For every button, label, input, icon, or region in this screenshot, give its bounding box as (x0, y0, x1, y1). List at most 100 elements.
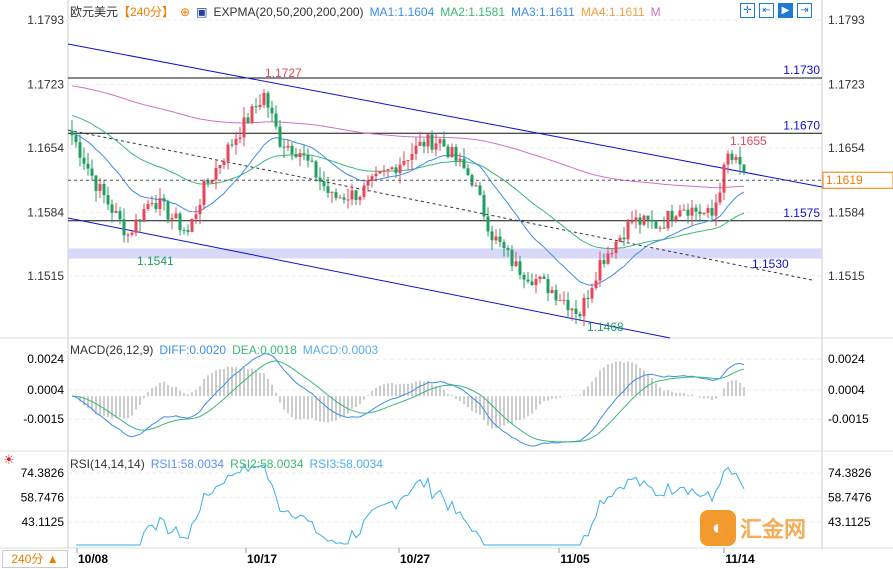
candle-body (374, 173, 378, 177)
level-label: 1.1575 (783, 206, 820, 220)
period-label[interactable]: 【240分】 (118, 5, 175, 19)
price-tick: 1.1723 (27, 77, 64, 91)
rsi-name: RSI(14,14,14) (70, 457, 145, 471)
candle-body (458, 158, 462, 161)
price-tick: 1.1515 (27, 269, 64, 283)
crosshair-icon[interactable]: ✛ (740, 3, 755, 18)
candle-body (174, 213, 178, 219)
candle-body (70, 130, 74, 136)
candle-body (382, 170, 386, 172)
candle-body (306, 154, 310, 161)
candle-body (586, 297, 590, 299)
candle-body (442, 139, 446, 147)
candle-body (238, 137, 242, 139)
candle-body (214, 168, 218, 180)
candle-body (126, 234, 130, 236)
candle-body (426, 134, 430, 147)
candle-body (202, 180, 206, 206)
candle-body (618, 237, 622, 242)
candle-body (350, 190, 354, 200)
candle-body (410, 153, 414, 161)
candle-body (130, 232, 134, 235)
candle-body (590, 288, 594, 299)
rsi-tick-right: 43.1125 (828, 515, 871, 529)
candle-body (662, 227, 666, 229)
candle-body (562, 299, 566, 301)
candle-body (502, 242, 506, 249)
logo-icon: ◐ (700, 510, 736, 546)
candle-body (82, 157, 86, 164)
settings-sun-icon[interactable]: ☀ (3, 452, 15, 467)
macd-tick-right: -0.0015 (828, 412, 869, 426)
candle-body (198, 205, 202, 215)
candle-body (498, 236, 502, 243)
candle-body (454, 147, 458, 161)
candle-body (190, 218, 194, 232)
x-tick-label: 10/17 (247, 552, 277, 566)
chart-type-icon[interactable]: ▣ (196, 5, 208, 19)
upper-trend-line (67, 43, 823, 188)
candle-body (90, 168, 94, 176)
rsi-line (76, 464, 745, 546)
candle-body (166, 201, 170, 220)
candle-body (678, 210, 682, 217)
current-price-label: 1.1619 (826, 173, 863, 187)
candle-body (366, 180, 370, 186)
candle-body (290, 145, 294, 155)
candle-body (262, 92, 266, 105)
zoom-range-icon[interactable]: ⇤ (759, 3, 774, 18)
macd-tick: 0.0004 (27, 383, 64, 397)
indicator-label[interactable]: EXPMA(20,50,200,200,200) (213, 5, 364, 19)
axis-icon[interactable]: ▶ (778, 3, 793, 18)
ma1-label: MA1:1.1604 (369, 5, 435, 19)
candle-body (738, 156, 742, 165)
candle-body (466, 168, 470, 175)
candle-body (482, 194, 486, 217)
candle-body (690, 207, 694, 216)
candle-body (646, 215, 650, 220)
ma3-line (71, 85, 745, 189)
rsi2: RSI2:58.0034 (230, 457, 304, 471)
dashed-trend-line (67, 129, 813, 281)
candle-body (418, 141, 422, 146)
candle-body (266, 92, 270, 108)
macd-dea: DEA:0.0018 (232, 343, 297, 357)
macd-dea-line (71, 360, 745, 443)
candle-body (302, 153, 306, 155)
candle-body (486, 216, 490, 232)
candle-body (614, 241, 618, 254)
scroll-end-icon[interactable]: ⇥ (797, 3, 812, 18)
candle-body (570, 308, 574, 311)
candle-body (102, 183, 106, 196)
candle-body (558, 300, 562, 302)
candle-body (362, 185, 366, 197)
candle-body (538, 276, 542, 279)
add-icon[interactable]: ⊕ (180, 5, 191, 19)
candle-body (342, 197, 346, 200)
ma2-label: MA2:1.1581 (440, 5, 505, 19)
level-label: 1.1730 (783, 63, 820, 77)
candle-body (226, 144, 230, 162)
candle-body (398, 164, 402, 173)
candle-body (138, 219, 142, 222)
candle-body (526, 279, 530, 282)
candle-body (698, 211, 702, 215)
candle-body (86, 163, 90, 169)
candle-body (514, 261, 518, 266)
candle-body (122, 219, 126, 236)
macd-diff-line (71, 353, 745, 447)
candle-body (270, 107, 274, 114)
rsi-tick: 58.7476 (21, 491, 65, 505)
price-tick: 1.1654 (27, 141, 64, 155)
macd-tick: 0.0024 (27, 352, 64, 366)
ma1-line (71, 132, 745, 286)
candle-body (666, 210, 670, 229)
price-tick: 1.1793 (27, 13, 64, 27)
candle-body (474, 185, 478, 187)
candle-body (154, 203, 158, 210)
timeframe-button[interactable]: 240分 ▲ (2, 550, 68, 568)
candle-body (642, 215, 646, 225)
candle-body (338, 197, 342, 199)
candle-body (158, 198, 162, 210)
